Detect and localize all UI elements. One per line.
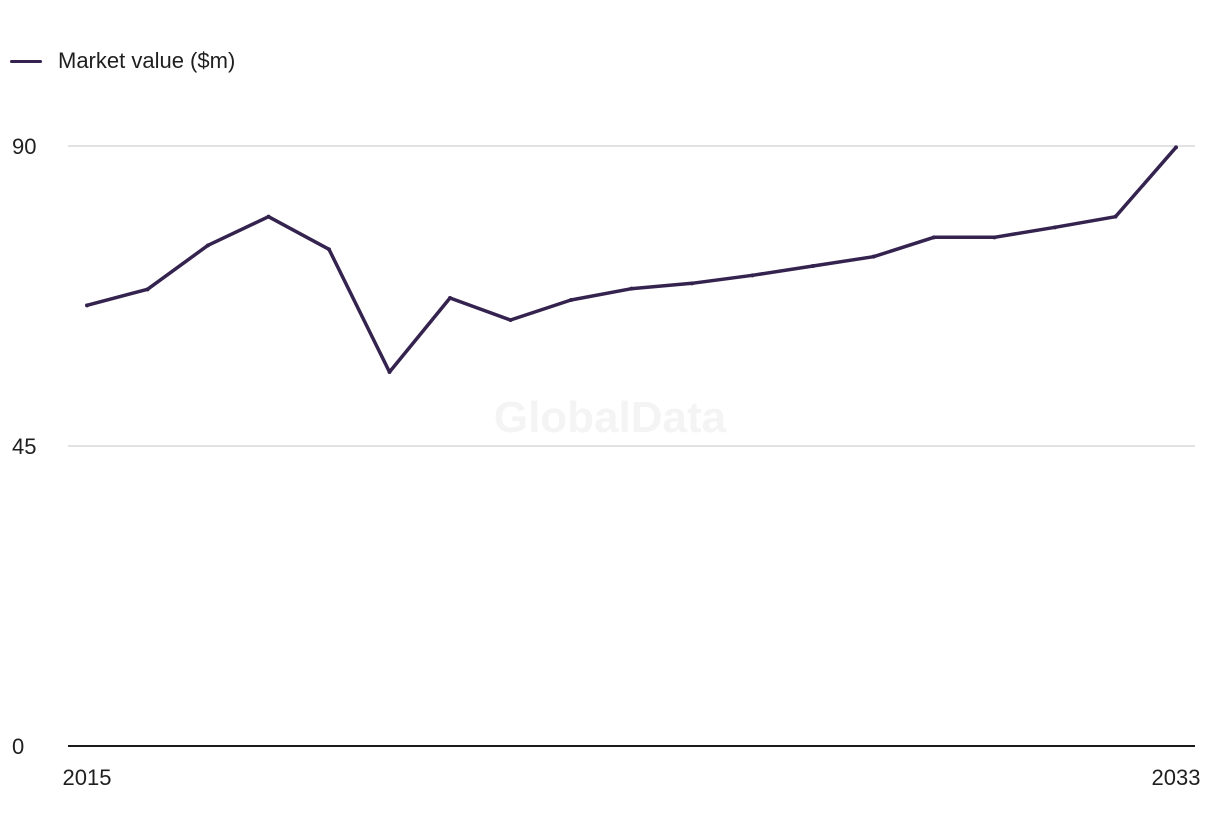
data-point-2018 <box>266 214 271 219</box>
data-point-2029 <box>932 235 936 240</box>
data-point-2016 <box>145 287 150 292</box>
y-tick-label-45: 45 <box>12 434 36 459</box>
series-layer <box>85 145 1178 374</box>
data-point-2021 <box>448 296 452 300</box>
data-point-2031 <box>1053 225 1057 230</box>
legend-swatch-market-value <box>10 59 42 63</box>
x-tick-label-2033: 2033 <box>1152 765 1201 790</box>
data-point-2033 <box>1174 145 1178 150</box>
x-axis-ticks: 2015 2033 <box>63 765 1201 790</box>
x-tick-label-2015: 2015 <box>63 765 112 790</box>
gridlines <box>68 145 1195 447</box>
watermark-text: GlobalData <box>494 393 727 442</box>
data-point-2028 <box>871 254 876 259</box>
data-point-2017 <box>206 243 210 248</box>
data-point-2019 <box>327 247 331 252</box>
data-point-2022 <box>508 318 513 322</box>
legend-label-market-value: Market value ($m) <box>58 48 236 73</box>
data-point-2025 <box>690 281 694 286</box>
data-point-2023 <box>569 298 573 302</box>
data-point-2027 <box>811 264 815 268</box>
data-point-2015 <box>85 303 89 308</box>
data-point-2032 <box>1113 214 1118 219</box>
data-point-2024 <box>629 286 634 291</box>
data-point-2030 <box>992 235 997 240</box>
y-tick-label-0: 0 <box>12 734 24 759</box>
chart-legend: Market value ($m) <box>10 47 235 75</box>
y-tick-label-90: 90 <box>12 134 36 159</box>
y-axis-ticks: 0 45 90 <box>12 134 36 759</box>
series-line-market-value <box>85 145 1178 374</box>
data-point-2026 <box>750 273 755 278</box>
data-point-2020 <box>387 370 392 374</box>
